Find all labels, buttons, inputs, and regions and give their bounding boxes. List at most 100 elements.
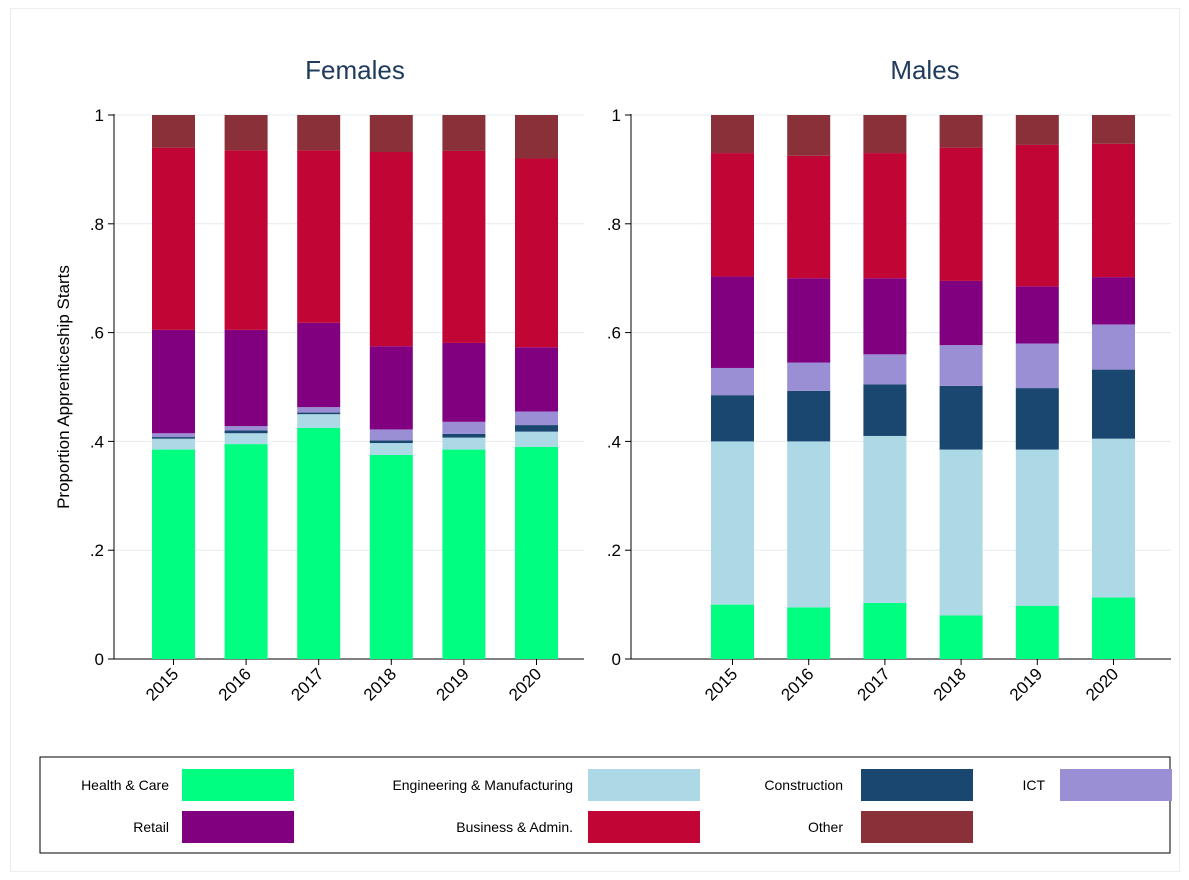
legend-item-other: Other bbox=[808, 811, 973, 843]
bar-segment-ict-2017 bbox=[297, 407, 341, 413]
bar-segment-business-admin-2018 bbox=[369, 151, 413, 347]
bar-segment-health-care-2016 bbox=[224, 444, 268, 659]
bar-segment-engineering-manufacturing-2019 bbox=[1015, 449, 1059, 606]
bar-segment-ict-2020 bbox=[515, 411, 558, 426]
bar-segment-construction-2018 bbox=[369, 440, 413, 444]
bar-segment-health-care-2019 bbox=[442, 449, 486, 659]
bar-segment-ict-2019 bbox=[1015, 343, 1059, 389]
bar-segment-health-care-2020 bbox=[1092, 597, 1135, 659]
bar-segment-ict-2017 bbox=[863, 354, 907, 385]
bar-segment-construction-2020 bbox=[515, 425, 558, 432]
bar-segment-other-2016 bbox=[224, 115, 268, 151]
panel-title: Males bbox=[890, 55, 959, 85]
bar-segment-health-care-2016 bbox=[787, 607, 831, 659]
bar-segment-construction-2019 bbox=[1015, 388, 1059, 450]
bar-segment-retail-2020 bbox=[1092, 277, 1135, 325]
bar-segment-engineering-manufacturing-2015 bbox=[711, 441, 754, 605]
bar-segment-engineering-manufacturing-2020 bbox=[1092, 438, 1135, 598]
bar-segment-ict-2016 bbox=[787, 362, 831, 391]
bar-segment-retail-2018 bbox=[939, 280, 983, 346]
bar-segment-retail-2016 bbox=[787, 278, 831, 363]
bar-segment-other-2019 bbox=[1015, 115, 1059, 145]
bar-segment-business-admin-2017 bbox=[297, 150, 341, 323]
bar-segment-other-2016 bbox=[787, 115, 831, 156]
panel-females: Females 0 .2 .4 .6 .8 1 2015 2016 2017 2018 2019 202… bbox=[90, 55, 584, 705]
bar-segment-engineering-manufacturing-2019 bbox=[442, 437, 486, 450]
bar-segment-construction-2015 bbox=[711, 395, 754, 442]
y-tick-label: .6 bbox=[607, 324, 621, 343]
bar-segment-business-admin-2020 bbox=[1092, 143, 1135, 278]
y-tick-label: .2 bbox=[607, 541, 621, 560]
bar-segment-other-2015 bbox=[152, 115, 195, 148]
x-tick-label: 2019 bbox=[433, 664, 473, 704]
bar-segment-business-admin-2019 bbox=[442, 150, 486, 343]
legend-swatch bbox=[588, 811, 700, 843]
legend-swatch bbox=[588, 769, 700, 801]
bar-segment-health-care-2015 bbox=[711, 604, 754, 659]
bar-segment-retail-2019 bbox=[442, 342, 486, 422]
x-tick-label: 2017 bbox=[854, 664, 894, 704]
bar-segment-engineering-manufacturing-2018 bbox=[939, 449, 983, 616]
x-tick-label: 2018 bbox=[360, 664, 400, 704]
bar-segment-business-admin-2019 bbox=[1015, 144, 1059, 287]
legend-label: Health & Care bbox=[81, 777, 169, 793]
y-tick-label: .6 bbox=[90, 324, 104, 343]
bar-segment-engineering-manufacturing-2018 bbox=[369, 443, 413, 455]
legend-label: ICT bbox=[1022, 777, 1045, 793]
bar-segment-retail-2017 bbox=[297, 322, 341, 408]
bar-segment-engineering-manufacturing-2017 bbox=[863, 435, 907, 603]
bar-segment-health-care-2017 bbox=[297, 427, 341, 659]
x-tick-label: 2020 bbox=[1082, 664, 1122, 704]
bar-segment-health-care-2017 bbox=[863, 602, 907, 659]
bar-segment-engineering-manufacturing-2017 bbox=[297, 414, 341, 428]
bar-segment-construction-2016 bbox=[224, 430, 268, 434]
x-tick-label: 2017 bbox=[287, 664, 327, 704]
bar-segment-health-care-2018 bbox=[369, 455, 413, 659]
bar-segment-construction-2017 bbox=[297, 412, 341, 415]
bar-segment-ict-2018 bbox=[369, 429, 413, 441]
bar-segment-construction-2015 bbox=[152, 437, 195, 439]
legend-swatch bbox=[861, 769, 973, 801]
legend-label: Construction bbox=[764, 777, 843, 793]
bar-segment-ict-2019 bbox=[442, 421, 486, 434]
legend-label: Retail bbox=[133, 819, 169, 835]
bar-segment-construction-2020 bbox=[1092, 369, 1135, 439]
y-tick-label: .2 bbox=[90, 541, 104, 560]
legend-label: Business & Admin. bbox=[456, 819, 573, 835]
legend-label: Other bbox=[808, 819, 843, 835]
panel-title: Females bbox=[305, 55, 405, 85]
bar-segment-retail-2018 bbox=[369, 346, 413, 430]
bar-segment-business-admin-2016 bbox=[787, 155, 831, 279]
chart-figure: Proportion Apprenticeship Starts Females 0… bbox=[10, 8, 1180, 872]
bar-segment-ict-2015 bbox=[711, 367, 754, 396]
legend: Health & Care Engineering & Manufacturing… bbox=[39, 756, 1172, 854]
x-tick-label: 2015 bbox=[701, 664, 741, 704]
bar-segment-business-admin-2016 bbox=[224, 150, 268, 330]
legend-swatch bbox=[861, 811, 973, 843]
legend-item-engineering-manufacturing: Engineering & Manufacturing bbox=[392, 769, 700, 801]
bar-segment-other-2018 bbox=[939, 115, 983, 148]
x-tick-label: 2015 bbox=[142, 664, 182, 704]
panel-males: Males 0 .2 .4 .6 .8 1 2015 2016 2017 2018 2019 2020 bbox=[607, 55, 1171, 705]
bar-segment-ict-2018 bbox=[939, 345, 983, 386]
x-tick-label: 2020 bbox=[505, 664, 545, 704]
legend-item-construction: Construction bbox=[764, 769, 973, 801]
legend-swatch bbox=[182, 769, 294, 801]
bar-segment-other-2017 bbox=[863, 115, 907, 154]
bar-segment-business-admin-2015 bbox=[152, 147, 195, 330]
x-tick-label: 2016 bbox=[777, 664, 817, 704]
y-tick-label: 0 bbox=[612, 650, 621, 669]
bar-segment-construction-2018 bbox=[939, 385, 983, 450]
bar-segment-other-2020 bbox=[515, 115, 558, 159]
bar-segment-business-admin-2020 bbox=[515, 158, 558, 348]
bar-segment-construction-2019 bbox=[442, 433, 486, 438]
bar-segment-retail-2016 bbox=[224, 329, 268, 427]
legend-item-retail: Retail bbox=[133, 811, 294, 843]
y-tick-label: .8 bbox=[90, 215, 104, 234]
y-tick-label: 1 bbox=[612, 106, 621, 125]
bar-segment-health-care-2015 bbox=[152, 449, 195, 659]
bar-segment-health-care-2018 bbox=[939, 615, 983, 659]
bar-segment-other-2020 bbox=[1092, 115, 1135, 144]
bar-segment-retail-2015 bbox=[152, 329, 195, 434]
bar-segment-business-admin-2017 bbox=[863, 153, 907, 279]
